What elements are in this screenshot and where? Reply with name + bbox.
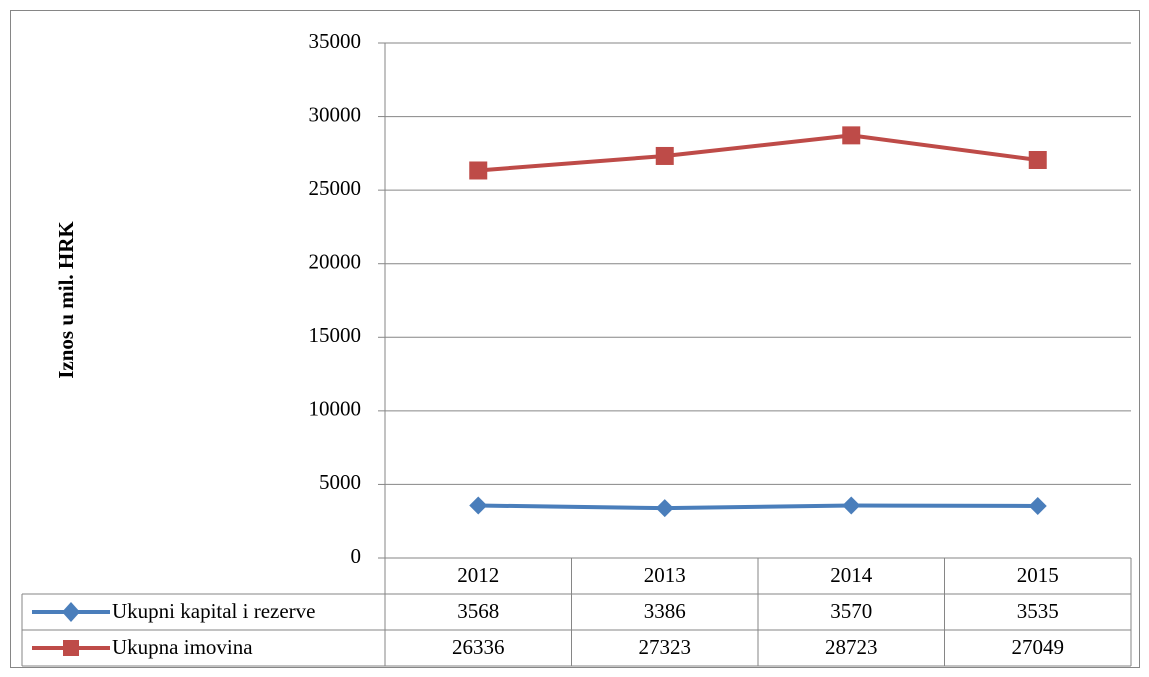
series-line [478,503,1038,511]
data-point-square [469,161,488,180]
data-table-value: 3570 [830,599,872,623]
data-point-diamond [655,499,674,518]
data-point-diamond [1028,496,1047,515]
gridlines [378,42,1131,559]
y-tick-label: 15000 [309,323,362,347]
data-table-value: 26336 [452,635,505,659]
series-lines [469,126,1047,518]
y-tick-label: 10000 [309,397,362,421]
data-table-value: 3386 [644,599,686,623]
x-category-label: 2014 [830,563,873,587]
y-axis-title: Iznos u mil. HRK [54,221,78,379]
legend-marker-diamond [62,602,80,622]
y-tick-labels: 0 5000 10000 15000 20000 25000 30000 35000 [309,29,362,568]
y-tick-label: 20000 [309,250,362,274]
legend-marker-square [63,640,79,656]
data-table-value: 27049 [1012,635,1065,659]
data-point-diamond [469,496,488,515]
y-tick-label: 5000 [319,470,361,494]
data-point-square [1028,150,1047,169]
data-table-value: 27323 [639,635,692,659]
series-line [478,133,1039,173]
data-table: 2012 2013 2014 2015 Ukupni kapital i rezerve… [21,43,1132,667]
data-point-square [655,146,674,165]
data-table-value: 28723 [825,635,878,659]
y-tick-label: 35000 [309,29,362,53]
legend-label: Ukupni kapital i rezerve [112,599,316,623]
y-tick-label: 0 [351,544,362,568]
y-tick-label: 30000 [309,102,362,126]
x-category-label: 2012 [457,563,499,587]
data-point-square [842,126,861,145]
x-category-label: 2013 [644,563,686,587]
x-category-label: 2015 [1017,563,1059,587]
data-table-value: 3535 [1017,599,1059,623]
data-point-diamond [842,496,861,515]
legend-label: Ukupna imovina [112,635,253,659]
data-table-value: 3568 [457,599,499,623]
y-tick-label: 25000 [309,176,362,200]
